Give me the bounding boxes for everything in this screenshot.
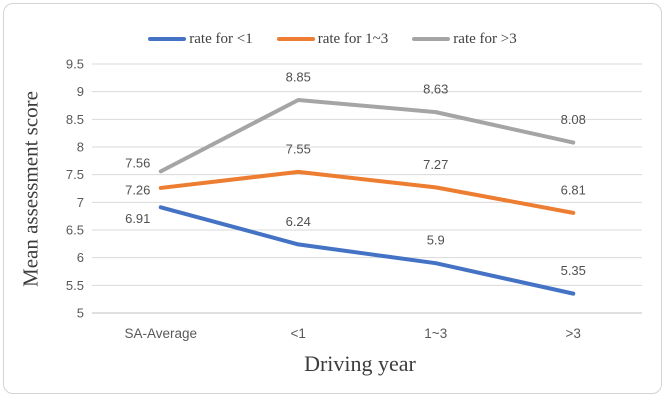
data-label: 7.26 [125, 182, 150, 197]
x-category-label: <1 [291, 326, 306, 341]
x-category-label: SA-Average [124, 326, 197, 341]
y-tick-label: 9.5 [66, 57, 84, 72]
y-tick-label: 5.5 [66, 278, 84, 293]
data-label: 7.55 [286, 141, 311, 156]
legend-item-0: rate for <1 [148, 30, 253, 48]
data-label: 8.63 [423, 82, 448, 97]
data-label: 8.85 [286, 69, 311, 84]
legend-label: rate for 1~3 [317, 30, 389, 47]
data-label: 5.35 [561, 263, 586, 278]
x-category-label: 1~3 [424, 326, 447, 341]
y-tick-label: 8 [77, 140, 84, 155]
data-label: 8.08 [561, 112, 586, 127]
y-axis-title: Mean assessment score [18, 91, 43, 287]
data-label: 6.24 [286, 214, 311, 229]
y-tick-label: 5 [77, 306, 84, 321]
data-label: 5.9 [427, 233, 445, 248]
y-tick-label: 9 [77, 84, 84, 99]
y-tick-label: 8.5 [66, 112, 84, 127]
data-label: 7.27 [423, 157, 448, 172]
x-category-label: >3 [566, 326, 581, 341]
y-tick-label: 6.5 [66, 223, 84, 238]
y-tick-label: 6 [77, 250, 84, 265]
legend-item-1: rate for 1~3 [276, 30, 389, 48]
data-label: 6.91 [125, 211, 150, 226]
legend-line-swatch [148, 37, 187, 41]
data-label: 6.81 [561, 182, 586, 197]
chart-legend: rate for <1 rate for 1~3 rate for >3 [0, 28, 665, 50]
series-line-0 [158, 205, 576, 296]
data-label: 7.56 [125, 155, 150, 170]
series-line-1 [158, 169, 576, 215]
legend-line-swatch [412, 37, 451, 41]
legend-label: rate for >3 [453, 30, 517, 47]
legend-item-2: rate for >3 [412, 30, 517, 48]
legend-line-swatch [276, 37, 315, 41]
series-line-2 [158, 97, 576, 174]
y-tick-label: 7 [77, 195, 84, 210]
y-tick-label: 7.5 [66, 167, 84, 182]
legend-label: rate for <1 [189, 30, 253, 47]
x-axis-title: Driving year [304, 351, 416, 376]
